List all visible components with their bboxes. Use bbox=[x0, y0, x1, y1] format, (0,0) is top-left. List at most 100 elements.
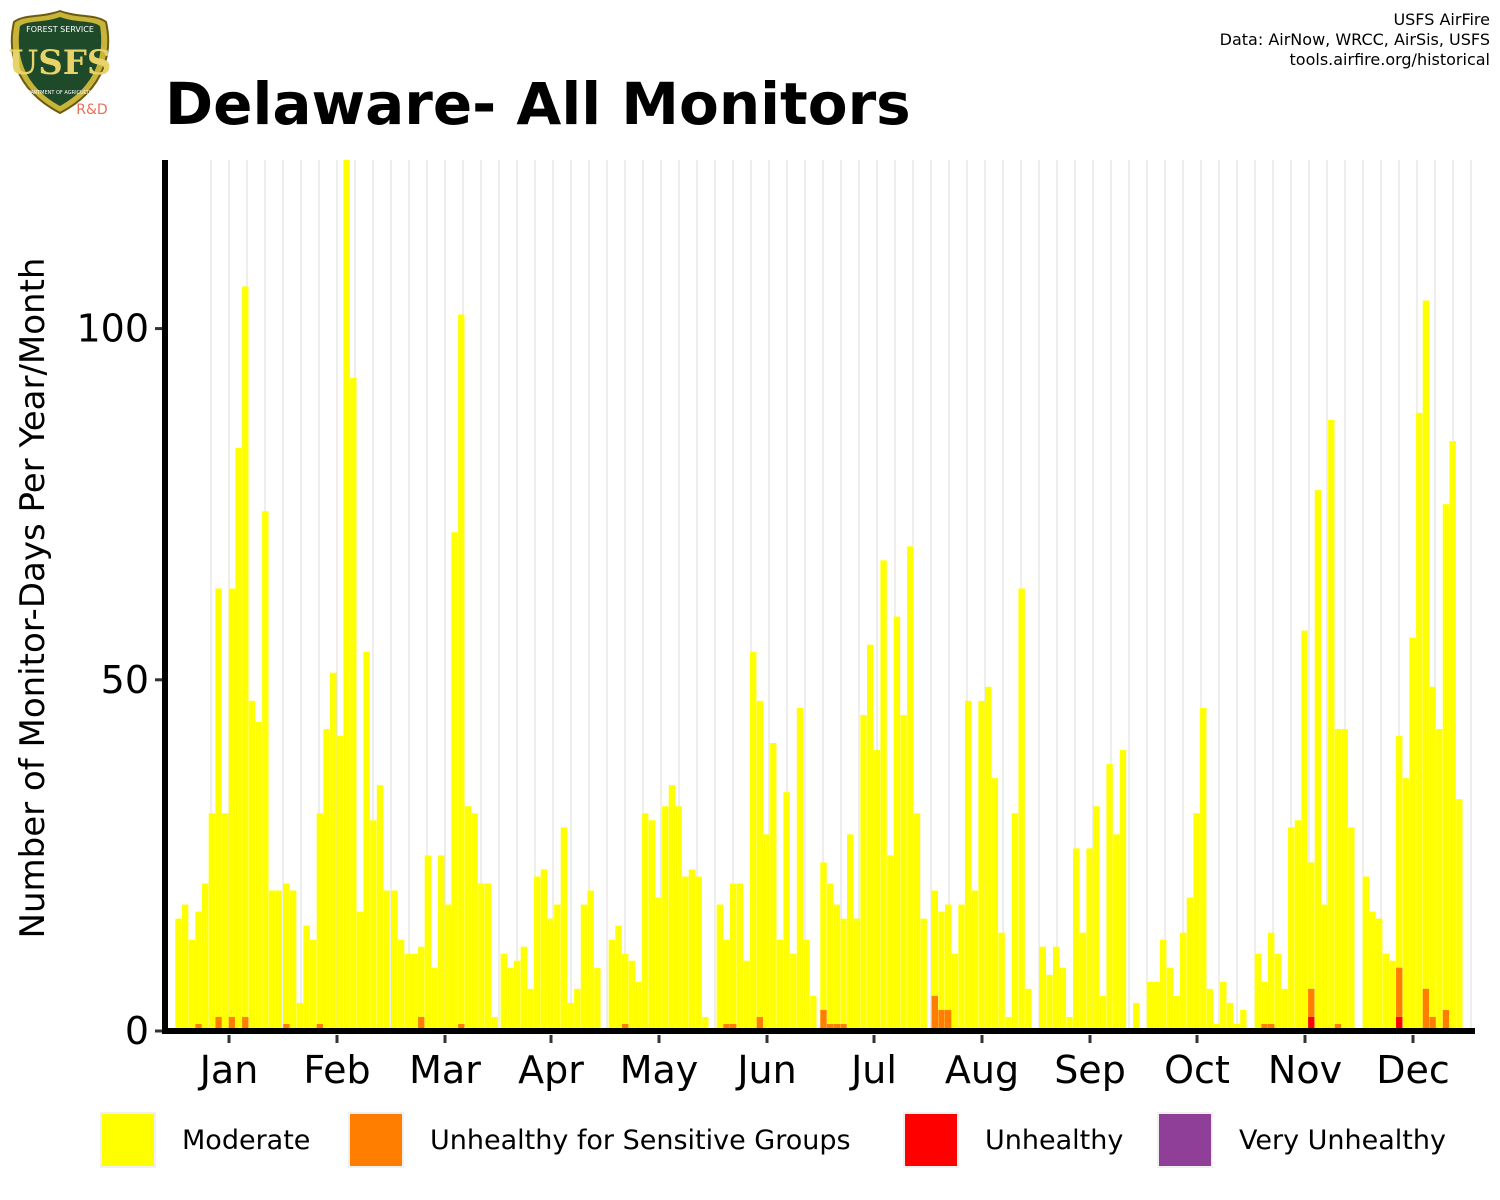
bar-moderate bbox=[1396, 735, 1403, 1031]
bar-usg bbox=[418, 1016, 425, 1031]
bar-moderate bbox=[615, 925, 622, 1031]
y-tick-label: 50 bbox=[101, 658, 149, 702]
bar-moderate bbox=[1166, 967, 1174, 1031]
bar-usg bbox=[1308, 988, 1315, 1017]
bar-moderate bbox=[404, 953, 412, 1031]
bar-moderate bbox=[958, 904, 965, 1031]
bar-moderate bbox=[323, 728, 330, 1031]
bar-moderate bbox=[336, 735, 344, 1031]
bar-moderate bbox=[642, 813, 649, 1031]
bar-moderate bbox=[330, 672, 337, 1031]
bar-moderate bbox=[991, 778, 999, 1031]
bar-moderate bbox=[195, 911, 202, 1031]
x-tick-label: Nov bbox=[1268, 1048, 1342, 1092]
bar-moderate bbox=[820, 862, 827, 1031]
bar-unhealthy bbox=[1396, 1016, 1403, 1031]
bar-moderate bbox=[255, 721, 262, 1031]
bar-moderate bbox=[215, 588, 222, 1031]
x-tick-label: Aug bbox=[945, 1048, 1019, 1092]
bar-moderate bbox=[938, 911, 945, 1031]
bar-moderate bbox=[716, 904, 724, 1031]
bar-moderate bbox=[688, 869, 696, 1031]
bar-moderate bbox=[1053, 946, 1060, 1031]
bar-moderate bbox=[635, 981, 642, 1031]
bar-moderate bbox=[554, 904, 561, 1031]
legend-item-unhealthy: Unhealthy bbox=[903, 1110, 1123, 1170]
bar-moderate bbox=[655, 897, 662, 1031]
bar-moderate bbox=[397, 939, 405, 1031]
bar-moderate bbox=[471, 813, 478, 1031]
bar-moderate bbox=[1254, 953, 1262, 1031]
bar-moderate bbox=[411, 953, 418, 1031]
bar-usg bbox=[833, 1023, 841, 1031]
bar-moderate bbox=[1220, 981, 1227, 1031]
legend-swatch bbox=[348, 1112, 404, 1168]
x-tick-label: Apr bbox=[518, 1048, 584, 1092]
bar-usg bbox=[931, 995, 939, 1031]
bar-moderate bbox=[343, 160, 350, 1031]
bar-moderate bbox=[1402, 778, 1410, 1031]
bar-moderate bbox=[893, 616, 901, 1031]
bar-usg bbox=[622, 1023, 629, 1031]
bar-moderate bbox=[756, 700, 764, 1031]
bar-moderate bbox=[803, 939, 810, 1031]
credits-block: USFS AirFire Data: AirNow, WRCC, AirSis,… bbox=[1220, 10, 1490, 70]
legend-item-very-unhealthy: Very Unhealthy bbox=[1157, 1110, 1446, 1170]
bar-moderate bbox=[356, 911, 364, 1031]
bar-usg bbox=[730, 1023, 737, 1031]
bar-moderate bbox=[971, 890, 979, 1031]
bar-moderate bbox=[682, 876, 689, 1031]
bar-moderate bbox=[1334, 728, 1342, 1031]
bar-moderate bbox=[560, 827, 568, 1031]
bar-usg bbox=[215, 1016, 222, 1031]
bar-moderate bbox=[951, 953, 959, 1031]
bar-moderate bbox=[242, 286, 249, 1031]
x-tick-label: Sep bbox=[1054, 1048, 1126, 1092]
bar-moderate bbox=[776, 939, 784, 1031]
bar-moderate bbox=[1429, 686, 1436, 1031]
bar-moderate bbox=[1348, 827, 1355, 1031]
logo-suffix: R&D bbox=[76, 102, 107, 118]
bar-usg bbox=[840, 1023, 847, 1031]
bar-usg bbox=[283, 1023, 290, 1031]
bar-moderate bbox=[1099, 995, 1107, 1031]
bar-moderate bbox=[1328, 419, 1335, 1031]
bar-usg bbox=[1334, 1023, 1342, 1031]
bar-moderate bbox=[1086, 848, 1093, 1031]
bar-moderate bbox=[1180, 932, 1187, 1031]
bar-moderate bbox=[1059, 967, 1067, 1031]
bar-moderate bbox=[920, 918, 927, 1031]
bar-moderate bbox=[900, 714, 907, 1031]
bar-moderate bbox=[451, 532, 458, 1031]
bar-moderate bbox=[907, 546, 914, 1031]
bar-moderate bbox=[1268, 932, 1275, 1031]
legend-item-moderate: Moderate bbox=[100, 1110, 310, 1170]
x-tick-label: Jan bbox=[198, 1048, 259, 1092]
bar-moderate bbox=[1449, 440, 1456, 1032]
bar-moderate bbox=[418, 946, 425, 1031]
bar-moderate bbox=[1369, 911, 1376, 1031]
bar-moderate bbox=[1119, 750, 1127, 1031]
bar-moderate bbox=[1206, 988, 1214, 1031]
bar-moderate bbox=[810, 995, 817, 1031]
legend-label: Unhealthy bbox=[985, 1124, 1124, 1156]
bar-moderate bbox=[1011, 813, 1019, 1031]
x-tick-label: Oct bbox=[1164, 1048, 1230, 1092]
bar-moderate bbox=[1416, 412, 1423, 1031]
logo-shield-inner bbox=[18, 17, 102, 106]
bar-moderate bbox=[1213, 1023, 1220, 1031]
bar-moderate bbox=[262, 511, 269, 1032]
bar-moderate bbox=[840, 918, 847, 1031]
credit-line: Data: AirNow, WRCC, AirSis, USFS bbox=[1219, 30, 1490, 49]
bar-moderate bbox=[350, 377, 357, 1031]
bar-moderate bbox=[867, 644, 874, 1031]
bar-moderate bbox=[438, 855, 445, 1031]
bar-moderate bbox=[1240, 1009, 1247, 1031]
bar-moderate bbox=[181, 904, 189, 1031]
bar-moderate bbox=[1193, 813, 1200, 1031]
bar-moderate bbox=[507, 967, 514, 1031]
bar-moderate bbox=[1133, 1002, 1140, 1031]
bar-moderate bbox=[847, 834, 854, 1031]
bar-moderate bbox=[587, 890, 594, 1031]
